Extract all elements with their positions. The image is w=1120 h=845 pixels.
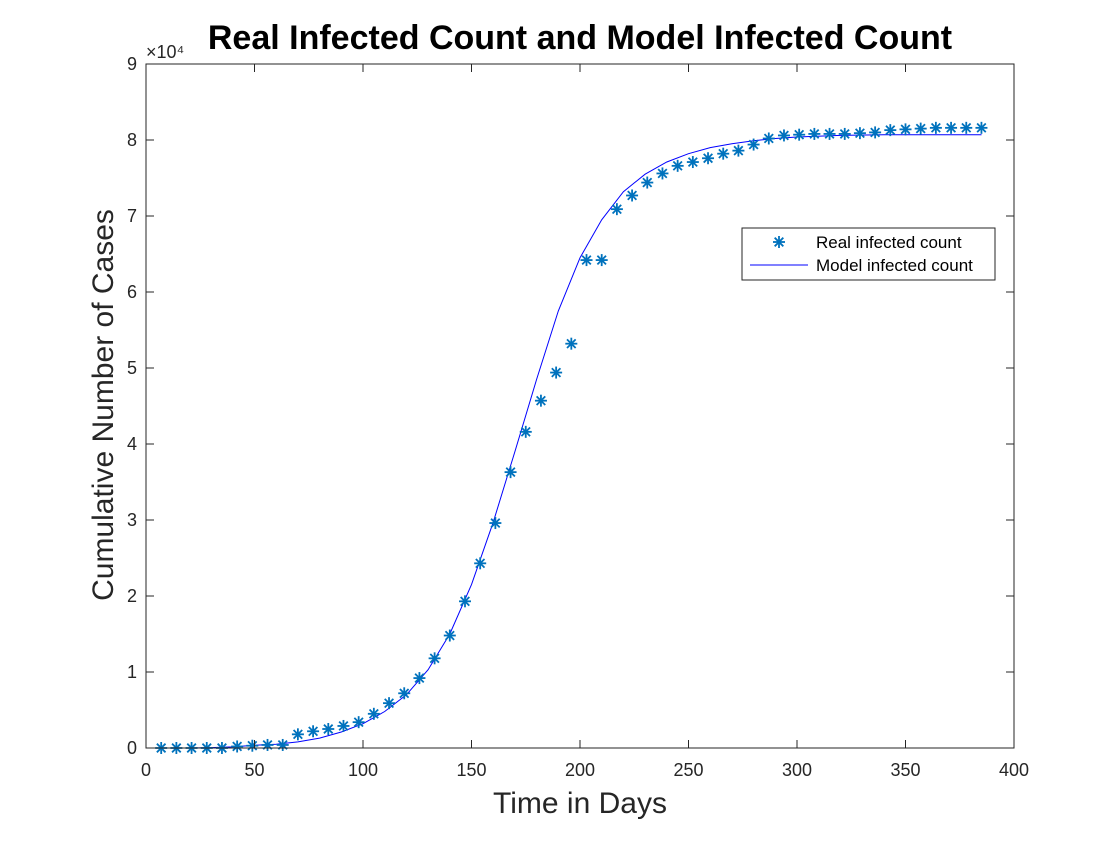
real-infected-point [914, 122, 927, 135]
real-infected-point [307, 725, 320, 738]
real-infected-point [884, 124, 897, 137]
real-infected-point [899, 123, 912, 136]
x-tick-label: 150 [456, 760, 486, 780]
real-infected-point [945, 121, 958, 134]
legend-model-label: Model infected count [816, 256, 973, 275]
y-tick-label: 1 [127, 662, 137, 682]
y-tick-label: 6 [127, 282, 137, 302]
real-infected-point [474, 557, 487, 570]
real-infected-point [413, 672, 426, 685]
model-infected-line [161, 134, 982, 749]
legend-real-marker [773, 236, 785, 248]
x-tick-label: 350 [890, 760, 920, 780]
x-tick-label: 50 [244, 760, 264, 780]
real-infected-point [352, 716, 365, 729]
real-infected-point [686, 156, 699, 169]
real-infected-point [975, 121, 988, 134]
y-tick-label: 3 [127, 510, 137, 530]
real-infected-point [626, 189, 639, 202]
real-infected-point [489, 517, 502, 530]
real-infected-point [504, 466, 517, 479]
real-infected-point [869, 126, 882, 139]
real-infected-point [565, 337, 578, 350]
real-infected-point [823, 127, 836, 140]
real-infected-point [671, 159, 684, 172]
x-tick-label: 250 [673, 760, 703, 780]
y-tick-label: 0 [127, 738, 137, 758]
real-infected-point [261, 738, 274, 751]
real-infected-point [398, 687, 411, 700]
real-infected-point [367, 707, 380, 720]
real-infected-point [853, 127, 866, 140]
real-infected-point [929, 121, 942, 134]
x-tick-label: 200 [565, 760, 595, 780]
real-infected-point [595, 254, 608, 267]
x-tick-label: 0 [141, 760, 151, 780]
real-infected-point [610, 203, 623, 216]
real-infected-point [641, 176, 654, 189]
real-infected-point [443, 629, 456, 642]
real-infected-point [762, 132, 775, 145]
real-infected-point [276, 738, 289, 751]
real-infected-point [717, 147, 730, 160]
x-axis-title: Time in Days [493, 787, 667, 820]
y-tick-label: 8 [127, 130, 137, 150]
real-infected-point [519, 425, 532, 438]
y-tick-label: 9 [127, 54, 137, 74]
real-infected-point [291, 728, 304, 741]
real-infected-point [231, 740, 244, 753]
real-infected-point [337, 719, 350, 732]
legend-box [741, 227, 996, 281]
real-infected-point [808, 127, 821, 140]
real-infected-point [580, 254, 593, 267]
real-infected-point [960, 121, 973, 134]
y-tick-label: 2 [127, 586, 137, 606]
legend: Real infected count Model infected count [741, 227, 996, 281]
y-axis-exponent: ×10⁴ [146, 42, 184, 62]
y-tick-label: 7 [127, 206, 137, 226]
chart-title: Real Infected Count and Model Infected C… [208, 19, 952, 57]
real-infected-point [246, 739, 259, 752]
real-infected-point [793, 128, 806, 141]
real-infected-point [534, 394, 547, 407]
legend-real-label: Real infected count [816, 233, 962, 252]
real-infected-point [656, 167, 669, 180]
real-infected-point [732, 144, 745, 157]
real-infected-point [702, 152, 715, 165]
real-infected-point [322, 723, 335, 735]
real-infected-point [550, 366, 563, 379]
x-tick-label: 100 [348, 760, 378, 780]
real-infected-point [458, 595, 471, 608]
y-tick-label: 5 [127, 358, 137, 378]
real-infected-point [428, 652, 441, 665]
y-axis-title: Cumulative Number of Cases [87, 209, 120, 601]
real-infected-point [838, 127, 851, 140]
real-infected-point [383, 697, 396, 710]
real-infected-point [747, 138, 760, 151]
x-tick-label: 300 [782, 760, 812, 780]
x-tick-label: 400 [999, 760, 1029, 780]
y-tick-label: 4 [127, 434, 137, 454]
axes: 0 50 100 150 200 250 300 350 400 0 1 2 3 4 5 6 7 8 9 [127, 54, 1029, 780]
real-infected-point [777, 129, 790, 142]
